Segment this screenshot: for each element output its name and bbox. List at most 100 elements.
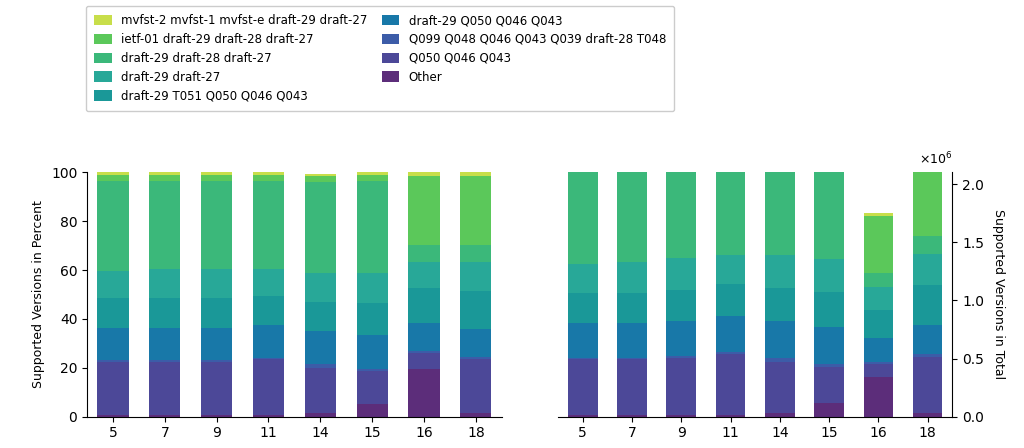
Bar bbox=[461, 172, 492, 176]
Bar bbox=[617, 415, 647, 417]
Bar bbox=[913, 324, 942, 354]
Bar bbox=[617, 293, 647, 323]
Bar bbox=[150, 298, 180, 327]
Bar bbox=[765, 255, 795, 288]
Bar bbox=[814, 365, 844, 367]
Bar bbox=[409, 369, 439, 417]
Bar bbox=[409, 176, 439, 245]
Bar bbox=[356, 369, 388, 371]
Bar bbox=[913, 413, 942, 417]
Bar bbox=[150, 361, 180, 362]
Bar bbox=[201, 175, 232, 181]
Bar bbox=[305, 413, 336, 417]
Bar bbox=[461, 359, 492, 413]
Bar bbox=[814, 149, 844, 152]
Bar bbox=[253, 325, 284, 358]
Bar bbox=[617, 161, 647, 164]
Bar bbox=[409, 323, 439, 351]
Bar bbox=[863, 362, 893, 364]
Bar bbox=[814, 292, 844, 327]
Bar bbox=[356, 371, 388, 405]
Bar bbox=[765, 358, 795, 362]
Bar bbox=[913, 285, 942, 324]
Bar bbox=[863, 213, 893, 216]
Bar bbox=[305, 176, 336, 182]
Bar bbox=[253, 269, 284, 296]
Bar bbox=[814, 327, 844, 365]
Bar bbox=[568, 293, 598, 323]
Bar bbox=[461, 262, 492, 291]
Bar bbox=[201, 172, 232, 175]
Bar bbox=[913, 357, 942, 413]
Bar bbox=[913, 161, 942, 165]
Bar bbox=[716, 152, 745, 159]
Bar bbox=[716, 354, 745, 415]
Bar bbox=[667, 258, 696, 290]
Bar bbox=[765, 155, 795, 255]
Bar bbox=[667, 358, 696, 415]
Y-axis label: Supported Versions in Total: Supported Versions in Total bbox=[992, 210, 1005, 379]
Bar bbox=[617, 262, 647, 293]
Bar bbox=[356, 272, 388, 303]
Y-axis label: Supported Versions in Percent: Supported Versions in Percent bbox=[33, 201, 45, 388]
Bar bbox=[356, 405, 388, 417]
Bar bbox=[617, 164, 647, 170]
Bar bbox=[461, 176, 492, 245]
Bar bbox=[568, 170, 598, 264]
Bar bbox=[863, 273, 893, 288]
Bar bbox=[305, 364, 336, 368]
Bar bbox=[568, 264, 598, 293]
Bar bbox=[150, 269, 180, 298]
Bar bbox=[356, 181, 388, 272]
Bar bbox=[253, 296, 284, 325]
Bar bbox=[863, 377, 893, 417]
Bar bbox=[201, 415, 232, 417]
Bar bbox=[765, 413, 795, 417]
Bar bbox=[716, 316, 745, 353]
Bar bbox=[97, 361, 129, 362]
Bar bbox=[765, 147, 795, 155]
Bar bbox=[409, 353, 439, 369]
Bar bbox=[97, 175, 129, 181]
Bar bbox=[667, 155, 696, 158]
Bar bbox=[716, 149, 745, 152]
Bar bbox=[461, 291, 492, 329]
Bar bbox=[765, 288, 795, 321]
Bar bbox=[253, 415, 284, 417]
Bar bbox=[356, 335, 388, 369]
Bar bbox=[305, 302, 336, 331]
Bar bbox=[568, 415, 598, 417]
Bar bbox=[150, 175, 180, 181]
Bar bbox=[617, 359, 647, 415]
Bar bbox=[863, 288, 893, 310]
Bar bbox=[765, 321, 795, 358]
Bar bbox=[305, 331, 336, 364]
Bar bbox=[667, 164, 696, 258]
Bar bbox=[667, 357, 696, 358]
Bar bbox=[409, 289, 439, 323]
Bar bbox=[461, 413, 492, 417]
Bar bbox=[150, 362, 180, 415]
Bar bbox=[97, 271, 129, 298]
Bar bbox=[356, 175, 388, 181]
Bar bbox=[814, 259, 844, 292]
Bar bbox=[97, 327, 129, 361]
Text: $\times10^6$: $\times10^6$ bbox=[919, 151, 952, 168]
Bar bbox=[201, 327, 232, 361]
Bar bbox=[305, 174, 336, 176]
Bar bbox=[461, 329, 492, 357]
Bar bbox=[253, 175, 284, 181]
Bar bbox=[667, 321, 696, 357]
Bar bbox=[409, 351, 439, 353]
Bar bbox=[568, 164, 598, 170]
Bar bbox=[253, 181, 284, 269]
Bar bbox=[765, 362, 795, 413]
Bar bbox=[97, 298, 129, 327]
Bar bbox=[765, 145, 795, 147]
Bar bbox=[667, 290, 696, 321]
Bar bbox=[913, 354, 942, 357]
Bar bbox=[461, 245, 492, 262]
Bar bbox=[150, 172, 180, 175]
Bar bbox=[814, 367, 844, 403]
Bar bbox=[150, 415, 180, 417]
